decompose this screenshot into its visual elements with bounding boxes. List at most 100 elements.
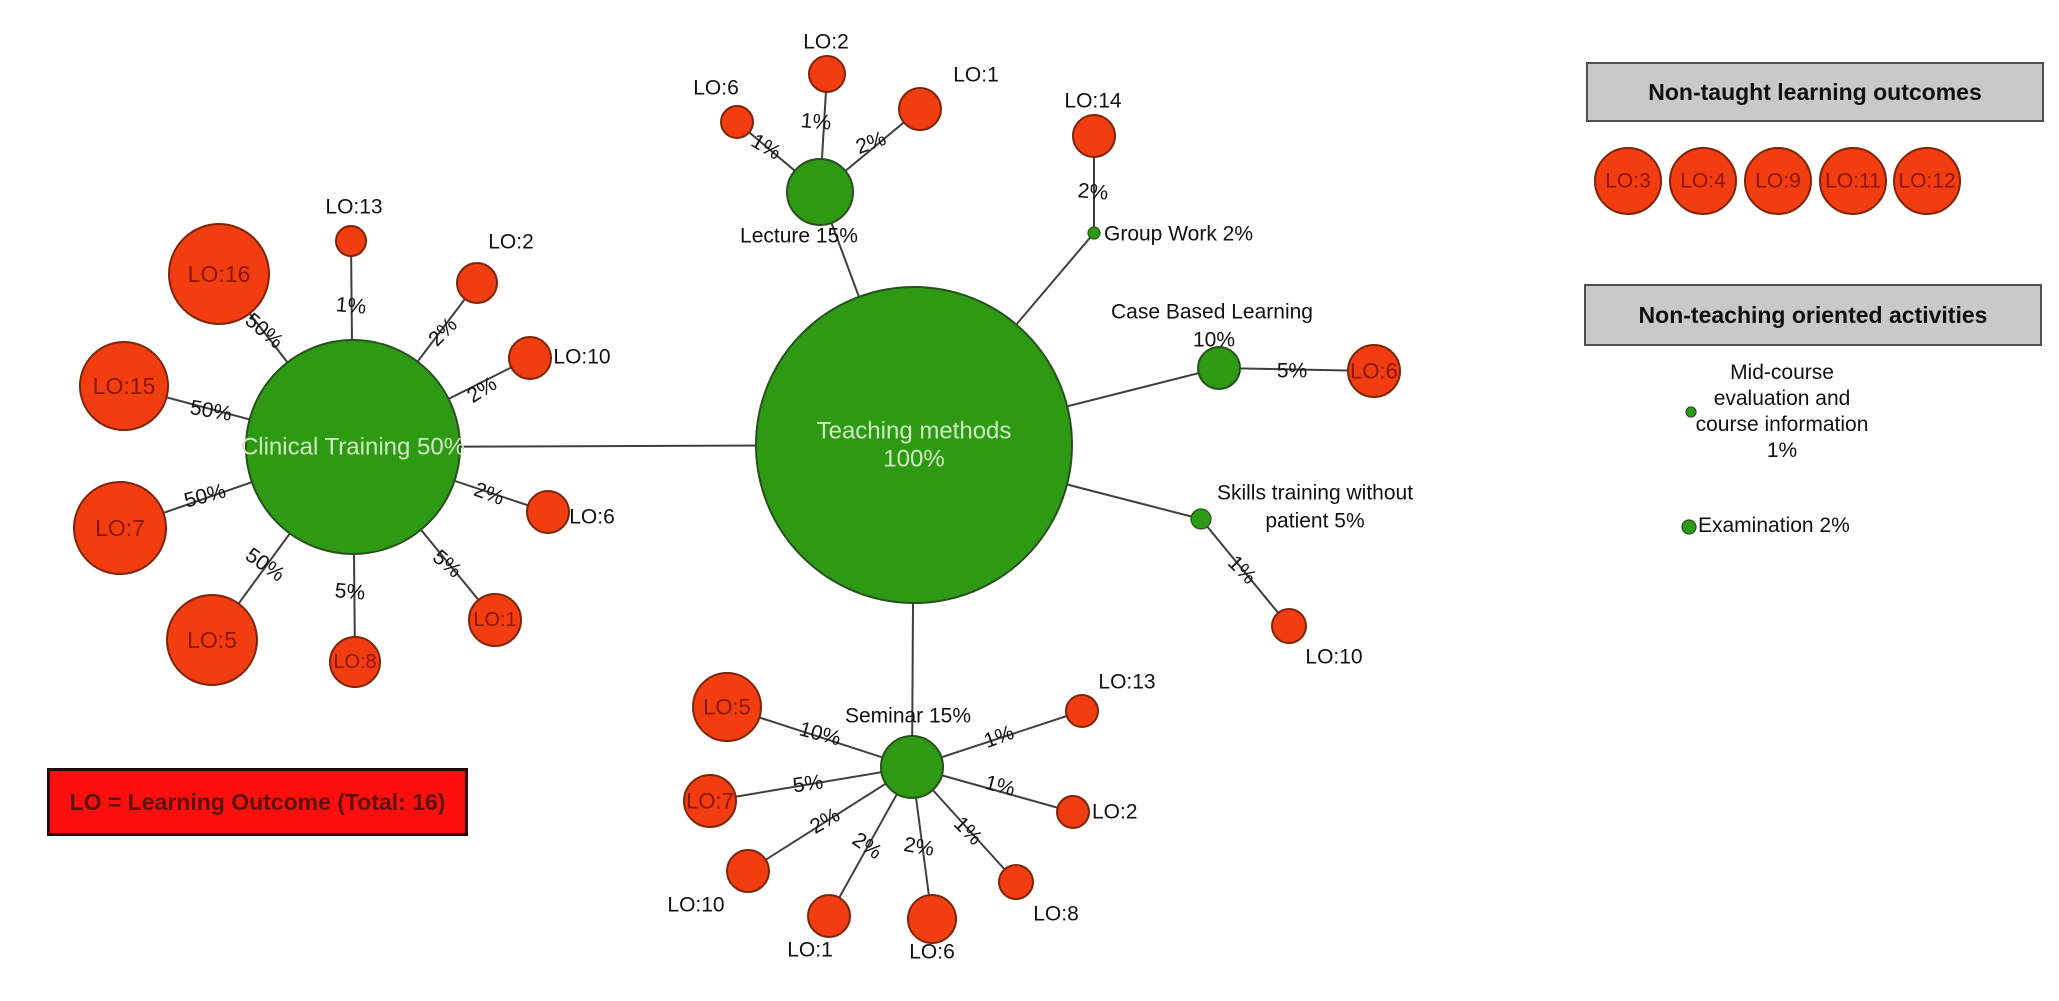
node-c-lo8 <box>329 636 381 688</box>
label-30-lo-6: LO:6 <box>569 506 615 529</box>
node-label-c-lo8: LO:8 <box>333 651 376 673</box>
node-cbl <box>1197 346 1241 390</box>
label-34-2-: 2% <box>806 803 844 838</box>
node-nt-lo4 <box>1669 147 1737 215</box>
label-33-5-: 5% <box>791 770 824 797</box>
node-label-nt-lo9: LO:9 <box>1755 170 1801 193</box>
label-15-1-: 1% <box>1223 551 1261 589</box>
node-label-c-lo15: LO:15 <box>93 373 156 399</box>
node-c-lo1 <box>468 593 522 647</box>
label-5-1-: 1% <box>800 109 832 135</box>
node-label-c-lo1: LO:1 <box>473 609 516 631</box>
node-skills <box>1190 508 1212 530</box>
node-s-lo5 <box>692 672 762 742</box>
label-40-lo-13: LO:13 <box>1098 671 1155 694</box>
node-s-lo7 <box>683 774 737 828</box>
node-midcourse-dot <box>1685 406 1697 418</box>
label-12-5-: 5% <box>1277 360 1307 383</box>
node-groupwork <box>1087 226 1101 240</box>
node-c-lo5 <box>166 594 258 686</box>
mid-course-evaluation-label: Mid-course evaluation and course informa… <box>1695 361 1869 462</box>
node-nt-lo11 <box>1819 147 1887 215</box>
label-42-lo-8: LO:8 <box>1033 903 1079 926</box>
label-14-patient-5-: patient 5% <box>1265 510 1364 533</box>
node-lecture <box>786 158 854 226</box>
label-19-lo-2: LO:2 <box>488 231 534 254</box>
panel-header-non-taught-learning-outcomes: Non-taught learning outcomes <box>1586 62 2044 122</box>
node-exam-dot <box>1681 519 1697 535</box>
node-nt-lo3 <box>1594 147 1662 215</box>
node-label-nt-lo3: LO:3 <box>1605 170 1651 193</box>
label-45-lo-10: LO:10 <box>667 894 724 917</box>
node-label-c-lo7: LO:7 <box>95 515 145 541</box>
label-7-lo-14: LO:14 <box>1064 90 1122 113</box>
node-label-teaching: Teaching methods 100% <box>817 418 1012 473</box>
node-c-lo10 <box>508 336 552 380</box>
label-24-50-: 50% <box>188 396 233 426</box>
node-s-lo2 <box>1056 795 1090 829</box>
node-s-lo10 <box>726 849 770 893</box>
panel-header-non-teaching-oriented-activities: Non-teaching oriented activities <box>1584 284 2042 346</box>
label-22-2-: 2% <box>463 372 501 408</box>
label-39-1-: 1% <box>981 721 1017 753</box>
node-c-lo6 <box>526 490 570 534</box>
label-13-skills-training-without: Skills training without <box>1217 482 1413 505</box>
label-31-seminar-15-: Seminar 15% <box>845 705 971 728</box>
edge-seminar-s-lo10 <box>747 766 913 872</box>
node-label-s-lo5: LO:5 <box>703 695 751 720</box>
label-1-lo-2: LO:2 <box>803 31 849 54</box>
node-label-s-lo7: LO:7 <box>686 789 734 814</box>
node-label-nt-lo11: LO:11 <box>1825 170 1881 193</box>
label-38-1-: 1% <box>982 771 1017 801</box>
label-25-50-: 50% <box>182 479 229 512</box>
node-teaching <box>755 286 1073 604</box>
node-s-lo8 <box>998 864 1034 900</box>
label-18-1-: 1% <box>335 293 367 319</box>
node-label-c-lo16: LO:16 <box>188 261 251 287</box>
label-3-lecture-15-: Lecture 15% <box>740 225 858 248</box>
node-s-lo1 <box>807 894 851 938</box>
label-35-2-: 2% <box>848 828 886 864</box>
node-nt-lo12 <box>1893 147 1961 215</box>
node-l-lo1 <box>898 87 942 131</box>
examination-label: Examination 2% <box>1698 514 1850 537</box>
edge-skills-sk-lo10 <box>1200 518 1290 627</box>
label-21-lo-10: LO:10 <box>553 346 610 369</box>
label-16-lo-10: LO:10 <box>1305 646 1362 669</box>
label-41-lo-2: LO:2 <box>1092 801 1138 824</box>
node-label-nt-lo12: LO:12 <box>1898 170 1955 193</box>
label-44-lo-1: LO:1 <box>787 939 833 962</box>
label-27-5-: 5% <box>334 579 366 605</box>
node-lo14 <box>1072 114 1116 158</box>
label-26-50-: 50% <box>241 544 289 587</box>
node-seminar <box>880 735 944 799</box>
label-11-10-: 10% <box>1193 329 1235 352</box>
label-32-10-: 10% <box>797 717 844 750</box>
node-label-cb-lo6: LO:6 <box>1350 359 1398 384</box>
node-nt-lo9 <box>1744 147 1812 215</box>
node-cb-lo6 <box>1347 344 1401 398</box>
node-l-lo6 <box>720 105 754 139</box>
label-8-2-: 2% <box>1077 179 1109 205</box>
node-label-clinical: Clinical Training 50% <box>241 434 465 461</box>
node-c-lo2 <box>456 262 498 304</box>
node-l-lo2 <box>808 55 846 93</box>
node-sk-lo10 <box>1271 608 1307 644</box>
node-s-lo13 <box>1065 694 1099 728</box>
node-label-nt-lo4: LO:4 <box>1680 170 1726 193</box>
legend-box: LO = Learning Outcome (Total: 16) <box>47 768 468 836</box>
node-c-lo7 <box>73 481 167 575</box>
label-10-case-based-learning: Case Based Learning <box>1111 301 1313 324</box>
label-0-lo-6: LO:6 <box>693 77 739 100</box>
label-43-lo-6: LO:6 <box>909 941 955 964</box>
node-c-lo13 <box>335 225 367 257</box>
node-c-lo16 <box>168 223 270 325</box>
edge-seminar-s-lo7 <box>709 766 913 802</box>
node-s-lo6 <box>907 894 957 944</box>
label-17-lo-13: LO:13 <box>325 196 382 219</box>
label-6-2-: 2% <box>853 127 889 159</box>
node-clinical <box>245 339 461 555</box>
label-9-group-work-2-: Group Work 2% <box>1104 223 1253 246</box>
